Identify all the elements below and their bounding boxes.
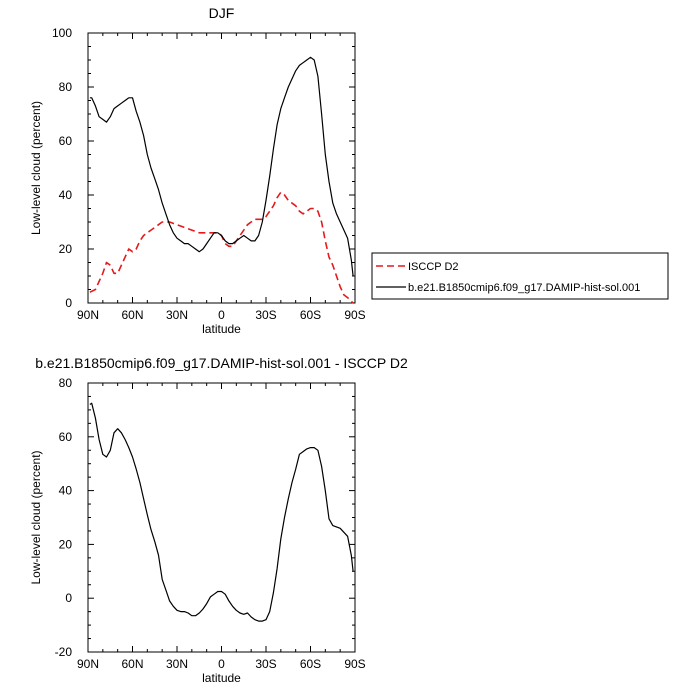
plot-frame [87, 32, 356, 304]
top-panel: DJF 90N 60N 30N 0 30S 60S 90S 0 20 40 60 80 100 latitu… [29, 5, 366, 336]
x-axis-label: latitude [202, 671, 241, 685]
x-tick-label: 90S [344, 657, 365, 671]
y-tick-label: -20 [55, 645, 73, 659]
y-tick-label: 80 [59, 376, 73, 390]
x-tick-label: 60S [300, 308, 321, 322]
y-tick-label: 0 [65, 591, 72, 605]
y-tick-label: 40 [59, 484, 73, 498]
x-tick-label: 60N [121, 657, 143, 671]
series-line-1 [89, 191, 354, 304]
y-tick-label: 60 [59, 430, 73, 444]
chart-title: b.e21.B1850cmip6.f09_g17.DAMIP-hist-sol.… [35, 355, 408, 371]
series-line-2 [89, 56, 354, 277]
y-tick-label: 40 [59, 188, 73, 202]
x-tick-label: 30S [255, 308, 276, 322]
x-tick-label: 30S [255, 657, 276, 671]
x-tick-label: 90N [77, 308, 99, 322]
legend-label-1: ISCCP D2 [408, 261, 459, 273]
y-axis-label: Low-level cloud (percent) [29, 450, 43, 584]
x-tick-label: 60S [300, 657, 321, 671]
y-tick-label: 20 [59, 242, 73, 256]
x-tick-label: 90N [77, 657, 99, 671]
x-axis-label: latitude [202, 322, 241, 336]
series-line-1 [89, 402, 354, 622]
y-axis-label: Low-level cloud (percent) [29, 101, 43, 235]
x-tick-label: 60N [121, 308, 143, 322]
y-tick-label: 80 [59, 80, 73, 94]
y-tick-label: 60 [59, 134, 73, 148]
y-tick-label: 0 [65, 296, 72, 310]
x-tick-label: 90S [344, 308, 365, 322]
bottom-panel: b.e21.B1850cmip6.f09_g17.DAMIP-hist-sol.… [29, 355, 408, 685]
legend-box [371, 252, 669, 300]
x-tick-label: 30N [166, 657, 188, 671]
x-tick-label: 30N [166, 308, 188, 322]
legend-label-2: b.e21.B1850cmip6.f09_g17.DAMIP-hist-sol.… [408, 282, 640, 294]
plot-frame [87, 382, 356, 653]
x-tick-label: 0 [218, 657, 225, 671]
y-tick-label: 100 [52, 26, 72, 40]
legend: ISCCP D2 b.e21.B1850cmip6.f09_g17.DAMIP-h… [371, 252, 669, 300]
y-tick-label: 20 [59, 537, 73, 551]
x-tick-label: 0 [218, 308, 225, 322]
chart-title: DJF [209, 5, 235, 21]
